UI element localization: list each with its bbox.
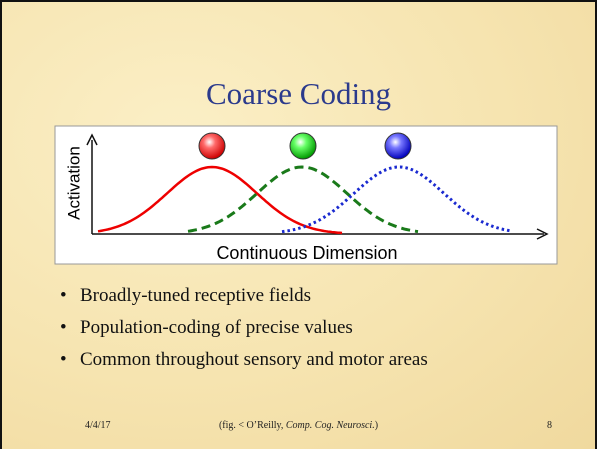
citation-part: Comp. Cog. Neurosci. xyxy=(285,420,375,431)
bullet: • Broadly-tuned receptive fields xyxy=(60,285,312,306)
bullet: • Common throughout sensory and motor are… xyxy=(60,349,428,370)
bullet: • Population-coding of precise values xyxy=(60,317,353,338)
unit-blue xyxy=(384,132,412,160)
tuning-curve xyxy=(97,165,343,235)
y-label: Activation xyxy=(64,146,83,220)
slide-title: Coarse Coding xyxy=(205,76,392,111)
footer-page: 8 xyxy=(547,420,552,431)
unit-green xyxy=(289,132,317,160)
bullet-text: Population-coding of precise values xyxy=(80,317,353,338)
figure: Activation Continuous Dimension xyxy=(54,125,558,265)
footer-citation: (fig. < O’Reilly, Comp. Cog. Neurosci.) xyxy=(2,420,595,431)
citation-part: (fig. < O’Reilly, xyxy=(218,420,286,431)
x-arrow xyxy=(536,228,549,240)
footer-date: 4/4/17 xyxy=(85,420,111,431)
y-arrow xyxy=(86,133,98,146)
bullet-text: Common throughout sensory and motor area… xyxy=(80,349,428,370)
tuning-curve xyxy=(281,165,513,234)
citation-part: ) xyxy=(374,420,379,431)
bullet-text: Broadly-tuned receptive fields xyxy=(80,285,312,306)
tuning-curve xyxy=(187,165,419,234)
x-label: Continuous Dimension xyxy=(216,243,397,263)
unit-red xyxy=(198,132,226,160)
